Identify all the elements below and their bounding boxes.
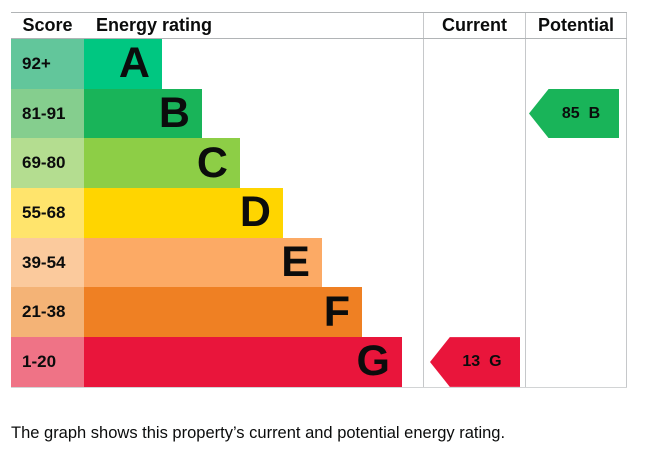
potential-cell-f [525, 287, 627, 338]
potential-rating-band: B [588, 104, 601, 122]
score-range-f: 21-38 [11, 287, 84, 338]
potential-cell-g [525, 337, 627, 387]
potential-cell-e [525, 237, 627, 288]
potential-cell-d [525, 188, 627, 238]
band-bar-c: C [84, 138, 240, 189]
rating-cell-f: F [84, 287, 423, 338]
band-letter-d: D [239, 188, 271, 237]
potential-cell-c [525, 138, 627, 189]
rating-cell-e: E [84, 237, 423, 288]
score-range-d: 55-68 [11, 188, 84, 238]
current-rating-arrow: 13 G [430, 337, 520, 387]
band-row-d: 55-68 D [11, 188, 627, 238]
potential-rating-value: 85 [561, 104, 580, 122]
band-row-a: 92+ A [11, 39, 627, 89]
band-letter-e: E [281, 238, 310, 287]
score-range-a: 92+ [11, 39, 84, 89]
header-potential: Potential [525, 13, 627, 38]
potential-cell-b: 85 B [525, 88, 627, 139]
band-row-e: 39-54 E [11, 237, 627, 288]
current-rating-band: G [489, 352, 502, 370]
score-range-b: 81-91 [11, 88, 84, 139]
rating-cell-d: D [84, 188, 423, 238]
rating-cell-g: G [84, 337, 423, 387]
band-bar-a: A [84, 39, 162, 89]
potential-rating-arrow: 85 B [529, 88, 619, 139]
band-letter-c: C [196, 138, 228, 187]
score-range-c: 69-80 [11, 138, 84, 189]
score-range-g: 1-20 [11, 337, 84, 387]
current-cell-f [423, 287, 525, 338]
current-cell-g: 13 G [423, 337, 525, 387]
band-row-g: 1-20 G 13 G [11, 337, 627, 387]
rating-cell-c: C [84, 138, 423, 189]
band-bar-f: F [84, 287, 362, 338]
header-energy-rating: Energy rating [96, 15, 213, 35]
potential-cell-a [525, 39, 627, 89]
chart-header-row: Score Energy rating Current Potential [11, 12, 627, 39]
current-cell-a [423, 39, 525, 89]
chart-caption: The graph shows this property’s current … [11, 424, 506, 442]
chart-body: 92+ A 81-91 B [11, 39, 627, 388]
current-cell-b [423, 88, 525, 139]
score-range-e: 39-54 [11, 237, 84, 288]
header-current: Current [423, 13, 525, 38]
band-row-f: 21-38 F [11, 287, 627, 338]
band-letter-f: F [323, 287, 350, 336]
band-letter-a: A [118, 39, 150, 88]
rating-cell-b: B [84, 88, 423, 139]
current-cell-c [423, 138, 525, 189]
rating-cell-a: A [84, 39, 423, 89]
band-bar-e: E [84, 237, 322, 288]
band-bar-d: D [84, 188, 283, 238]
current-cell-d [423, 188, 525, 238]
header-score: Score [22, 15, 73, 35]
band-bar-b: B [84, 88, 202, 139]
band-bar-g: G [84, 337, 402, 387]
band-row-b: 81-91 B 85 B [11, 88, 627, 139]
band-letter-b: B [158, 89, 190, 138]
band-row-c: 69-80 C [11, 138, 627, 189]
band-letter-g: G [356, 337, 390, 386]
current-rating-value: 13 [462, 352, 481, 370]
current-cell-e [423, 237, 525, 288]
energy-rating-chart: Score Energy rating Current Potential 92… [11, 12, 627, 388]
